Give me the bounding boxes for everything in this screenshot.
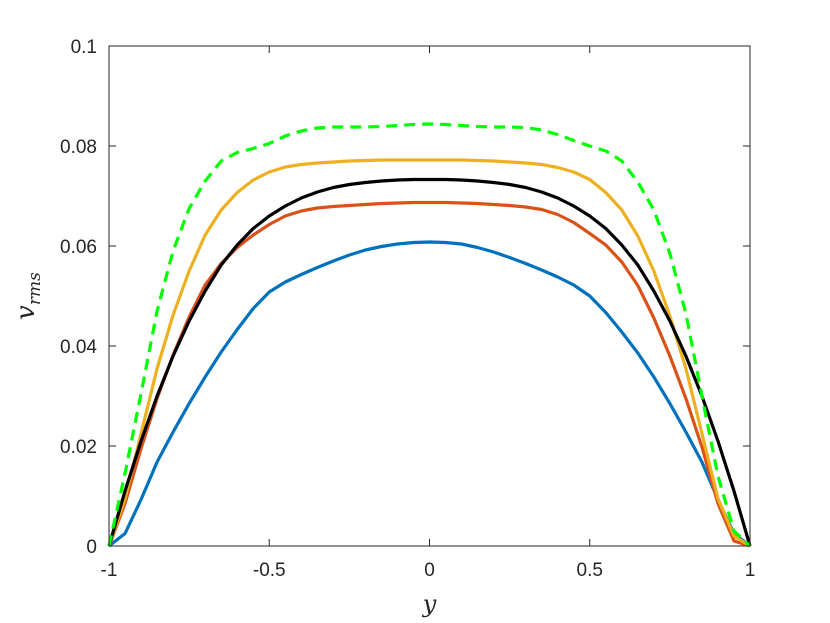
x-tick-label: 0.5 <box>577 560 603 581</box>
series-line-1 <box>108 240 751 548</box>
plot-area <box>109 46 750 546</box>
ticks-layer: -1 -0.5 0 0.5 1 0 0.02 0.04 0.06 0.08 0.1 <box>60 37 755 581</box>
x-tick-label: -1 <box>101 560 118 581</box>
series-line-3 <box>107 158 751 548</box>
y-tick-label: 0.02 <box>60 437 97 458</box>
series-line-4 <box>107 177 752 547</box>
x-tick-label: 0 <box>424 560 435 581</box>
x-tick-label: -0.5 <box>253 560 286 581</box>
series-line-5 <box>107 122 752 548</box>
y-tick-label: 0.1 <box>71 37 97 58</box>
y-axis-label: vrms <box>11 272 45 320</box>
y-tick-label: 0.08 <box>60 137 97 158</box>
y-tick-label: 0.04 <box>60 337 97 358</box>
y-axis-label-base: v <box>11 305 41 320</box>
x-axis-label: y <box>422 590 437 618</box>
series-layer <box>107 122 752 548</box>
y-tick-label: 0.06 <box>60 237 97 258</box>
x-tick-label: 1 <box>745 560 756 581</box>
y-axis-label-subscript: rms <box>25 272 45 305</box>
y-tick-label: 0 <box>86 537 97 558</box>
